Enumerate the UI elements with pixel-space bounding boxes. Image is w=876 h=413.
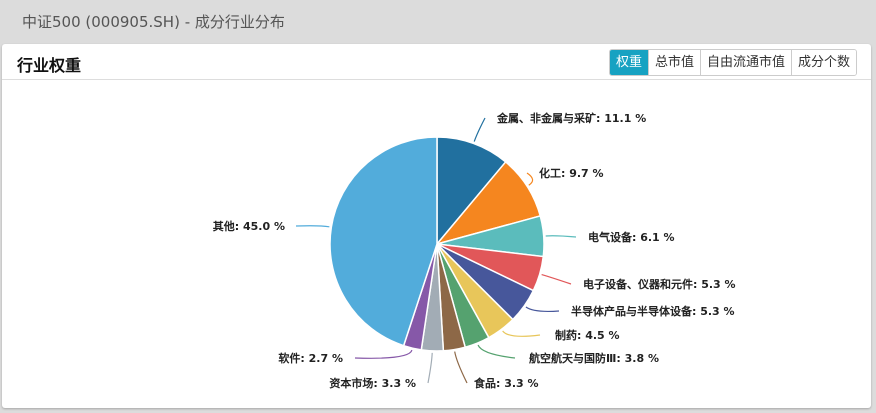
leader-line [526, 172, 534, 186]
leader-line [502, 330, 541, 337]
slice-label: 食品: 3.3 % [474, 376, 539, 390]
leader-line [354, 349, 413, 359]
slice-label: 金属、非金属与采矿: 11.1 % [496, 111, 646, 125]
slice-label: 电子设备、仪器和元件: 5.3 % [583, 277, 736, 291]
leader-line [477, 344, 516, 359]
leader-line [427, 352, 433, 384]
panel-title: 行业权重 [17, 56, 82, 75]
pie-slices [329, 136, 545, 352]
slice-labels: 金属、非金属与采矿: 11.1 % 化工: 9.7 % 电气设备: 6.1 % 电子设… [213, 111, 736, 390]
leader-line [295, 225, 330, 228]
slice-label: 化工: 9.7 % [539, 166, 604, 180]
leader-line [541, 273, 572, 285]
leader-line [525, 306, 560, 313]
slice-label: 软件: 2.7 % [278, 351, 343, 365]
slice-label: 电气设备: 6.1 % [588, 230, 675, 244]
tab-weight[interactable]: 权重 [609, 50, 648, 75]
pie-slice[interactable] [436, 136, 507, 247]
pie-slice[interactable] [329, 136, 438, 347]
panel-header: 行业权重 权重 总市值 自由流通市值 成分个数 [2, 44, 871, 80]
leader-line [545, 235, 577, 238]
slice-label: 其他: 45.0 % [213, 219, 285, 233]
slice-label: 制药: 4.5 % [555, 328, 620, 342]
slice-label: 半导体产品与半导体设备: 5.3 % [571, 304, 735, 318]
tab-free-float-market-cap[interactable]: 自由流通市值 [699, 50, 791, 75]
tab-constituent-count[interactable]: 成分个数 [790, 50, 856, 75]
slice-label: 航空航天与国防Ⅲ: 3.8 % [529, 351, 659, 365]
leader-line [454, 351, 468, 384]
slice-label: 资本市场: 3.3 % [329, 376, 416, 390]
tab-total-market-cap[interactable]: 总市值 [647, 50, 700, 75]
metric-toggle-group: 权重 总市值 自由流通市值 成分个数 [608, 49, 857, 76]
leader-line [473, 117, 486, 142]
page-title: 中证500 (000905.SH) - 成分行业分布 [22, 13, 285, 31]
label-leader-lines [295, 117, 577, 384]
